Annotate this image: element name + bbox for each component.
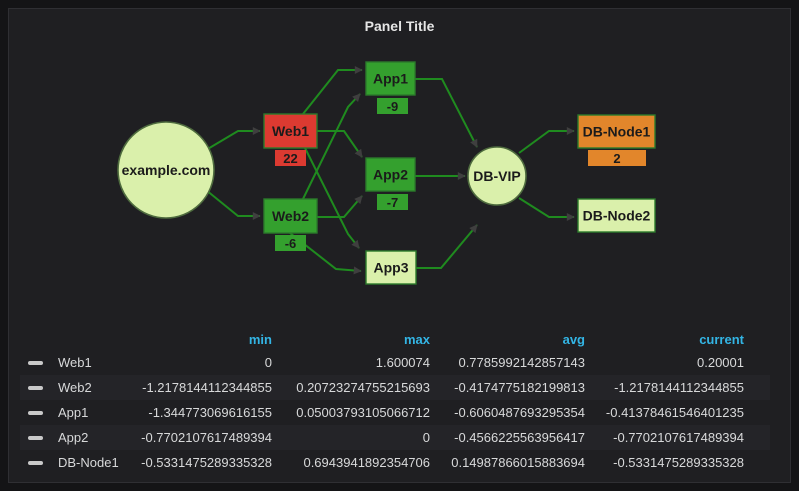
- edge-db-vip-to-db-node1: [518, 127, 575, 154]
- legend-header-row: min max avg current: [20, 328, 770, 350]
- max-value: 0.6943941892354706: [303, 455, 430, 470]
- node-app3[interactable]: App3: [365, 250, 417, 285]
- value-label-web1: 22: [283, 151, 297, 166]
- value-label-app2: -7: [387, 195, 399, 210]
- series-name[interactable]: App1: [58, 405, 89, 420]
- node-label-app1: App1: [373, 71, 408, 87]
- series-name[interactable]: App2: [58, 430, 89, 445]
- series-icon-cell: [20, 385, 58, 390]
- column-header-current[interactable]: current: [699, 331, 744, 347]
- max-value: 0.05003793105066712: [296, 405, 430, 420]
- edge-example-com-to-web2: [205, 189, 261, 220]
- legend-row-App2: App2 -0.7702107617489394 0 -0.4566225563956…: [20, 425, 770, 450]
- node-label-app2: App2: [373, 167, 408, 183]
- min-value: 0: [264, 355, 272, 370]
- node-app1[interactable]: App1 -9: [365, 61, 416, 114]
- series-toggle-icon[interactable]: [28, 385, 43, 390]
- edge-app1-to-db-vip: [415, 78, 478, 148]
- node-app2[interactable]: App2 -7: [365, 157, 416, 210]
- current-value: 0.20001: [697, 355, 744, 370]
- avg-value: 0.14987866015883694: [451, 455, 585, 470]
- min-value: -1.2178144112344855: [142, 380, 272, 395]
- node-db-node2[interactable]: DB-Node2: [577, 198, 656, 233]
- legend-row-Web1: Web1 0 1.600074 0.7785992142857143 0.20001: [20, 350, 770, 375]
- legend-row-Web2: Web2 -1.2178144112344855 0.207232747552156…: [20, 375, 770, 400]
- current-value: -0.5331475289335328: [613, 455, 744, 470]
- column-header-max[interactable]: max: [403, 331, 430, 347]
- series-name[interactable]: DB-Node1: [58, 455, 119, 470]
- value-badge-app2: [377, 194, 408, 210]
- node-label-web1: Web1: [272, 123, 309, 139]
- legend-row-DB-Node1: DB-Node1 -0.5331475289335328 0.69439418923…: [20, 450, 770, 475]
- node-label-db-node2: DB-Node2: [583, 208, 651, 224]
- node-label-app3: App3: [374, 260, 409, 276]
- avg-value: 0.7785992142857143: [458, 355, 585, 370]
- series-icon-cell: [20, 435, 58, 440]
- legend-rows: Web1 0 1.600074 0.7785992142857143 0.20001 We…: [20, 350, 770, 475]
- series-name[interactable]: Web2: [58, 380, 92, 395]
- edge-app3-to-db-vip: [416, 224, 478, 269]
- node-web1[interactable]: Web1 22: [263, 113, 318, 166]
- series-toggle-icon[interactable]: [28, 460, 43, 465]
- value-badge-app1: [377, 98, 408, 114]
- min-value: -0.7702107617489394: [141, 430, 272, 445]
- value-label-app1: -9: [387, 99, 399, 114]
- legend-table: min max avg current Web1 0 1.600074 0.77859…: [20, 328, 770, 475]
- node-label-db-vip: DB-VIP: [473, 168, 520, 184]
- node-example-com[interactable]: example.com: [117, 121, 215, 219]
- value-badge-web2: [275, 235, 306, 251]
- current-value: -0.41378461546401235: [605, 405, 744, 420]
- node-db-node1[interactable]: DB-Node1 2: [577, 114, 656, 166]
- avg-value: -0.6060487693295354: [454, 405, 585, 420]
- avg-value: -0.4174775182199813: [454, 380, 585, 395]
- series-icon-cell: [20, 460, 58, 465]
- min-value: -1.344773069616155: [148, 405, 272, 420]
- current-value: -1.2178144112344855: [614, 380, 744, 395]
- series-icon-cell: [20, 360, 58, 365]
- legend-row-App1: App1 -1.344773069616155 0.0500379310506671…: [20, 400, 770, 425]
- value-badge-web1: [275, 150, 306, 166]
- max-value: 0.20723274755215693: [296, 380, 430, 395]
- min-value: -0.5331475289335328: [141, 455, 272, 470]
- series-icon-cell: [20, 410, 58, 415]
- value-badge-db-node1: [588, 150, 646, 166]
- edge-db-vip-to-db-node2: [518, 197, 575, 221]
- column-header-avg[interactable]: avg: [562, 331, 585, 347]
- edge-web2-to-app1: [302, 93, 361, 200]
- current-value: -0.7702107617489394: [613, 430, 744, 445]
- series-toggle-icon[interactable]: [28, 360, 43, 365]
- series-toggle-icon[interactable]: [28, 435, 43, 440]
- node-db-vip[interactable]: DB-VIP: [467, 146, 527, 206]
- series-toggle-icon[interactable]: [28, 410, 43, 415]
- edge-example-com-to-web1: [205, 127, 261, 151]
- edge-web2-to-app2: [317, 195, 363, 218]
- series-name[interactable]: Web1: [58, 355, 92, 370]
- node-label-web2: Web2: [272, 208, 309, 224]
- avg-value: -0.4566225563956417: [454, 430, 585, 445]
- node-label-db-node1: DB-Node1: [583, 124, 651, 140]
- column-header-min[interactable]: min: [248, 331, 272, 347]
- node-label-example-com: example.com: [122, 162, 211, 178]
- value-label-web2: -6: [285, 236, 297, 251]
- node-web2[interactable]: Web2 -6: [263, 198, 318, 251]
- panel-title[interactable]: Panel Title: [364, 18, 435, 34]
- edge-web1-to-app3: [304, 147, 360, 249]
- edge-web1-to-app1: [302, 66, 363, 115]
- max-value: 1.600074: [375, 355, 430, 370]
- edge-web1-to-app2: [317, 130, 363, 158]
- max-value: 0: [422, 430, 430, 445]
- value-label-db-node1: 2: [613, 151, 620, 166]
